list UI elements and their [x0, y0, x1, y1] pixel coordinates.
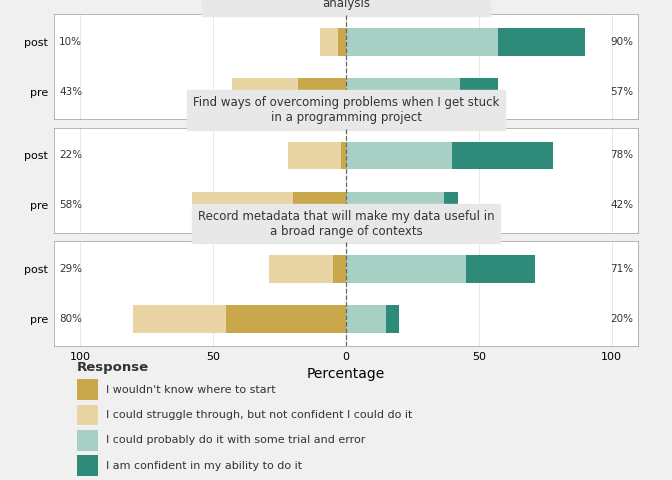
Text: 78%: 78%: [610, 150, 633, 160]
Bar: [338, 28, 346, 56]
Text: 20%: 20%: [610, 314, 633, 324]
Text: I could struggle through, but not confident I could do it: I could struggle through, but not confid…: [106, 410, 413, 420]
Text: 90%: 90%: [610, 37, 633, 47]
Text: 43%: 43%: [59, 87, 82, 97]
Text: I wouldn't know where to start: I wouldn't know where to start: [106, 384, 276, 395]
Bar: [346, 192, 444, 219]
Bar: [298, 78, 346, 106]
Bar: [452, 142, 553, 169]
Text: Response: Response: [77, 361, 149, 374]
FancyBboxPatch shape: [77, 379, 97, 400]
Bar: [346, 28, 497, 56]
Bar: [288, 142, 341, 169]
Title: Construct a plot and table for exploratory data
analysis: Construct a plot and table for explorato…: [208, 0, 485, 11]
Title: Record metadata that will make my data useful in
a broad range of contexts: Record metadata that will make my data u…: [198, 209, 495, 238]
Bar: [293, 192, 346, 219]
Bar: [346, 255, 466, 283]
Bar: [134, 305, 226, 333]
Text: I am confident in my ability to do it: I am confident in my ability to do it: [106, 461, 302, 471]
FancyBboxPatch shape: [77, 430, 97, 451]
Bar: [226, 305, 346, 333]
Bar: [333, 255, 346, 283]
FancyBboxPatch shape: [77, 405, 97, 425]
Bar: [460, 78, 497, 106]
Text: I could probably do it with some trial and error: I could probably do it with some trial a…: [106, 435, 366, 445]
Bar: [232, 78, 298, 106]
Text: 42%: 42%: [610, 200, 633, 210]
Text: 57%: 57%: [610, 87, 633, 97]
Bar: [497, 28, 585, 56]
Bar: [346, 305, 386, 333]
Bar: [346, 78, 460, 106]
Bar: [269, 255, 333, 283]
FancyBboxPatch shape: [77, 456, 97, 476]
Bar: [386, 305, 399, 333]
Text: 71%: 71%: [610, 264, 633, 274]
X-axis label: Percentage: Percentage: [307, 368, 385, 382]
Text: 22%: 22%: [59, 150, 82, 160]
Text: 80%: 80%: [59, 314, 82, 324]
Bar: [346, 142, 452, 169]
Title: Find ways of overcoming problems when I get stuck
in a programming project: Find ways of overcoming problems when I …: [193, 96, 499, 124]
Bar: [444, 192, 458, 219]
Text: 29%: 29%: [59, 264, 82, 274]
Bar: [192, 192, 293, 219]
Text: 58%: 58%: [59, 200, 82, 210]
Bar: [341, 142, 346, 169]
Bar: [319, 28, 338, 56]
Bar: [466, 255, 535, 283]
Text: 10%: 10%: [59, 37, 82, 47]
